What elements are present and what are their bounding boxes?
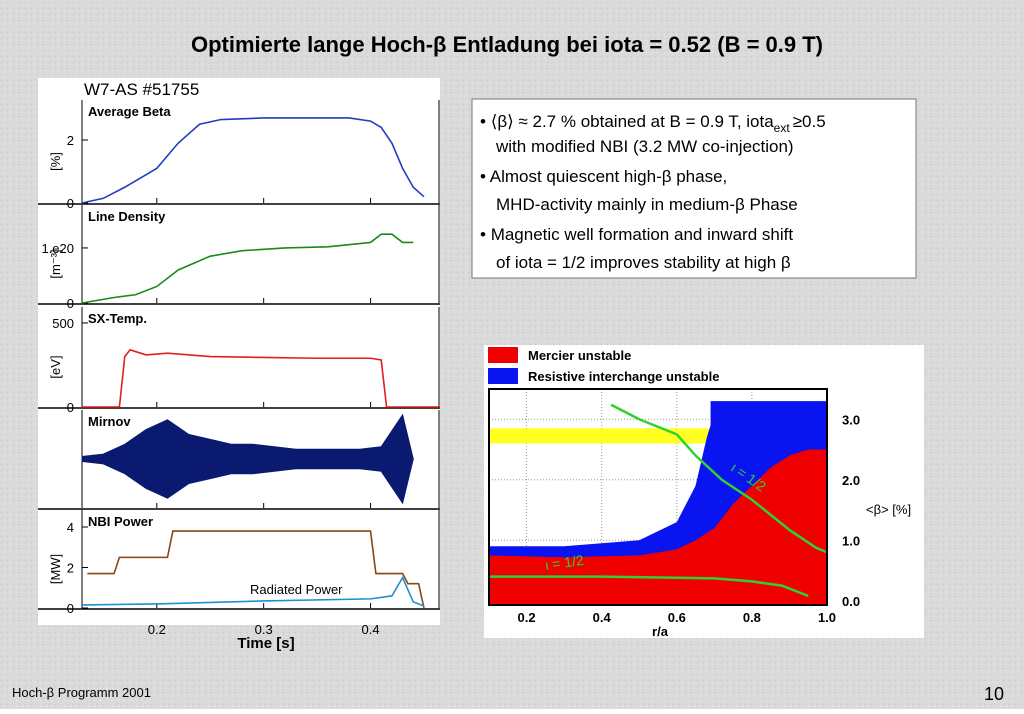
x-axis-label: Time [s] — [237, 635, 294, 652]
band — [489, 428, 711, 444]
y-tick-label: 0 — [67, 296, 74, 311]
y-axis-label: [%] — [48, 152, 63, 171]
plot-frame — [488, 388, 828, 606]
x-tick-label: 1.0 — [818, 610, 836, 625]
bullets: • ⟨β⟩ ≈ 2.7 % obtained at B = 0.9 T, iot… — [480, 112, 826, 272]
legend-label: Resistive interchange unstable — [528, 369, 719, 384]
y-axis-label: <β> [%] — [866, 502, 911, 517]
series-line — [81, 575, 425, 607]
y-tick-label: 1.e20 — [41, 241, 74, 256]
sub: ext — [774, 121, 791, 135]
y-tick-label: 2.0 — [842, 473, 860, 488]
y-tick-label: 3.0 — [842, 412, 860, 427]
legend-swatch — [488, 347, 518, 363]
legend-swatch — [488, 368, 518, 384]
bullet-1: • ⟨β⟩ ≈ 2.7 % obtained at B = 0.9 T, iot… — [480, 112, 826, 135]
y-tick-label: 0 — [67, 400, 74, 415]
y-tick-label: 0 — [67, 601, 74, 616]
x-tick-label: 0.8 — [743, 610, 761, 625]
y-tick-label: 2 — [67, 133, 74, 148]
text: Almost quiescent high-β phase, — [490, 167, 728, 186]
left-panel — [38, 78, 440, 625]
x-tick-label: 0.2 — [518, 610, 536, 625]
charts: W7-AS #51755 Average Beta [%] 0 2 Line Densit… — [38, 80, 911, 652]
y-tick-label: 0.0 — [842, 594, 860, 609]
x-tick-label: 0.6 — [668, 610, 686, 625]
panel-title: Mirnov — [88, 414, 131, 429]
footer-left: Hoch-β Programm 2001 — [12, 685, 151, 700]
series-line — [82, 348, 440, 408]
panel-title: Line Density — [88, 209, 166, 224]
bullet-1-line2: with modified NBI (3.2 MW co-injection) — [495, 137, 794, 156]
signal-envelope — [81, 413, 414, 505]
x-tick-label: 0.3 — [255, 622, 273, 637]
plot-area — [489, 389, 827, 605]
slide-title: Optimierte lange Hoch-β Entladung bei io… — [191, 32, 823, 57]
bullet-box — [471, 98, 917, 279]
panel-title: Average Beta — [88, 104, 171, 119]
y-tick-label: 2 — [67, 561, 74, 576]
y-tick-label: 500 — [52, 316, 74, 331]
series-line — [81, 117, 425, 204]
region — [489, 449, 827, 605]
series-label: Radiated Power — [250, 582, 343, 597]
panel-title: SX-Temp. — [88, 311, 147, 326]
text: Magnetic well formation and inward shift — [491, 225, 794, 244]
x-tick-label: 0.2 — [148, 622, 166, 637]
x-tick-label: 0.4 — [593, 610, 612, 625]
iota-line — [610, 403, 827, 554]
legend-label: Mercier unstable — [528, 348, 631, 363]
y-axis-label: [MW] — [48, 554, 63, 584]
shot-label: W7-AS #51755 — [84, 80, 199, 99]
iota-line — [489, 575, 809, 598]
y-tick-label: 4 — [67, 520, 74, 535]
bullet-2: • Almost quiescent high-β phase, — [480, 167, 727, 186]
line-label: ι = 1/2 — [544, 552, 585, 573]
series-line — [87, 530, 425, 609]
page-number: 10 — [984, 684, 1004, 704]
bullet-2-line2: MHD-activity mainly in medium-β Phase — [496, 195, 798, 214]
text: ⟨β⟩ ≈ 2.7 % obtained at B = 0.9 T, iota — [491, 112, 775, 131]
x-tick-label: 0.4 — [361, 622, 379, 637]
y-axis-label: [m⁻³] — [48, 249, 63, 278]
panel-title: NBI Power — [88, 514, 153, 529]
y-tick-label: 1.0 — [842, 533, 860, 548]
bullet-3-line2: of iota = 1/2 improves stability at high… — [496, 253, 791, 272]
y-axis-label: [eV] — [48, 355, 63, 378]
text: ≥0.5 — [793, 112, 826, 131]
bullet-3: • Magnetic well formation and inward shi… — [480, 225, 793, 244]
x-axis-label: r/a — [652, 624, 669, 639]
series-line — [81, 233, 414, 304]
y-tick-label: 0 — [67, 196, 74, 211]
